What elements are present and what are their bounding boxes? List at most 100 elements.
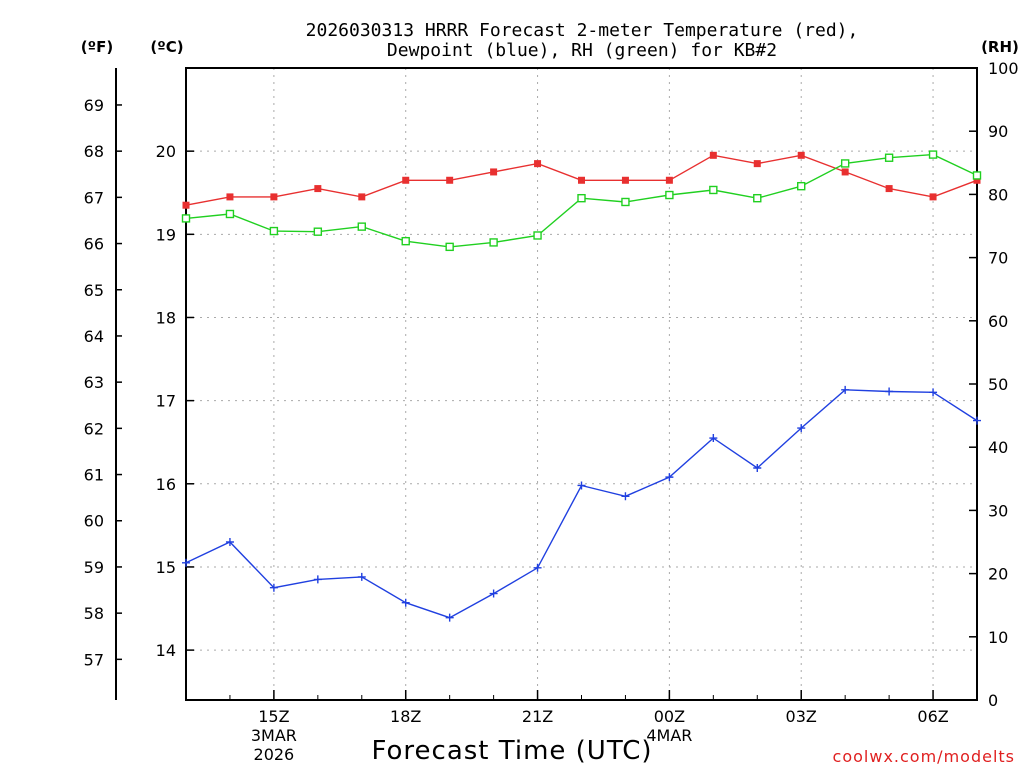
celsius-tick-label: 18 (156, 308, 176, 327)
rh-point (445, 242, 454, 252)
temperature-point (490, 168, 498, 176)
fahrenheit-tick-label: 64 (84, 327, 104, 346)
rh-tick-label: 40 (988, 438, 1008, 457)
celsius-axis: 14 15 16 17 18 19 20 (156, 142, 194, 660)
rh-tick-label: 100 (988, 59, 1019, 78)
celsius-tick-label: 16 (156, 475, 176, 494)
time-tick-label: 21Z (522, 707, 553, 726)
dewpoint-point (533, 563, 542, 572)
dewpoint-point (709, 434, 718, 443)
dewpoint-point (357, 572, 366, 581)
temperature-point (314, 185, 322, 193)
fahrenheit-axis: 57 58 59 60 61 62 63 64 65 66 67 68 69 (84, 96, 122, 669)
fahrenheit-tick-label: 58 (84, 604, 104, 623)
dewpoint-point (665, 473, 674, 482)
series-layer (181, 150, 982, 622)
fahrenheit-tick-label: 60 (84, 512, 104, 531)
rh-point (753, 193, 762, 203)
date-label: 4MAR (646, 726, 692, 745)
dewpoint-series (182, 385, 981, 622)
rh-point (313, 227, 323, 236)
dewpoint-point (489, 589, 498, 598)
rh-point (840, 159, 850, 168)
celsius-tick-label: 15 (156, 558, 176, 577)
temperature-point (973, 176, 981, 184)
time-tick-label: 06Z (917, 707, 948, 726)
dewpoint-line (185, 389, 978, 619)
dewpoint-point (313, 575, 322, 584)
time-tick-label: 15Z (258, 707, 289, 726)
rh-point (928, 150, 938, 159)
temperature-point (885, 185, 893, 193)
dewpoint-point (621, 492, 630, 501)
fahrenheit-tick-label: 61 (84, 466, 104, 485)
fahrenheit-tick-label: 68 (84, 142, 104, 161)
temperature-point (929, 193, 937, 201)
rh-point (577, 193, 586, 203)
fahrenheit-tick-label: 65 (84, 281, 104, 300)
temperature-point (753, 160, 761, 168)
temperature-point (402, 176, 410, 184)
rh-tick-label: 70 (988, 249, 1008, 268)
rh-series (181, 150, 982, 252)
celsius-tick-label: 17 (156, 392, 176, 411)
time-tick-label: 03Z (786, 707, 817, 726)
dewpoint-point (225, 538, 234, 546)
rh-tick-label: 80 (988, 185, 1008, 204)
dewpoint-point (885, 387, 894, 396)
fahrenheit-tick-label: 69 (84, 96, 104, 115)
rh-point (665, 190, 674, 200)
fahrenheit-tick-label: 57 (84, 650, 104, 669)
celsius-unit-label: (ºC) (150, 38, 183, 56)
fahrenheit-tick-label: 59 (84, 558, 104, 577)
rh-point (225, 209, 235, 219)
dewpoint-point (973, 416, 981, 425)
rh-unit-label: (RH) (981, 38, 1019, 56)
temperature-point (578, 176, 585, 184)
gridlines (186, 68, 977, 700)
rh-point (269, 226, 279, 236)
rh-point (884, 153, 894, 162)
dewpoint-point (401, 598, 410, 607)
plot-frame (185, 67, 978, 701)
rh-point (972, 171, 982, 180)
rh-tick-label: 0 (988, 691, 998, 710)
rh-point (357, 222, 366, 231)
rh-point (181, 214, 191, 223)
rh-point (489, 238, 498, 247)
time-tick-label: 18Z (390, 707, 421, 726)
fahrenheit-tick-label: 66 (84, 235, 104, 254)
dewpoint-point (182, 558, 190, 567)
temperature-point (270, 193, 278, 201)
rh-point (621, 197, 630, 207)
watermark: coolwx.com/modelts (833, 747, 1015, 766)
rh-tick-label: 90 (988, 122, 1008, 141)
temperature-point (358, 193, 366, 201)
rh-point (797, 181, 806, 191)
rh-tick-label: 50 (988, 375, 1008, 394)
rh-point (533, 231, 542, 240)
chart-title-line2: Dewpoint (blue), RH (green) for KB#2 (387, 40, 777, 61)
temperature-point (841, 168, 849, 176)
temperature-point (534, 160, 542, 168)
temperature-point (709, 151, 717, 159)
temperature-point (226, 193, 234, 201)
rh-axis: 0 10 20 30 40 50 60 70 80 90 100 (969, 59, 1019, 710)
rh-point (401, 236, 410, 246)
rh-tick-label: 30 (988, 501, 1008, 520)
year-label: 2026 (254, 745, 295, 764)
dewpoint-point (445, 613, 454, 622)
time-tick-label: 00Z (654, 707, 685, 726)
rh-tick-label: 60 (988, 312, 1008, 331)
rh-tick-label: 10 (988, 628, 1008, 647)
dewpoint-point (269, 583, 278, 592)
dewpoint-point (753, 463, 762, 472)
temperature-point (446, 176, 454, 184)
chart-title-line1: 2026030313 HRRR Forecast 2-meter Tempera… (306, 20, 859, 41)
dewpoint-point (797, 424, 806, 433)
fahrenheit-tick-label: 62 (84, 419, 104, 438)
date-label: 3MAR (251, 726, 297, 745)
temperature-point (182, 201, 190, 209)
x-axis-label: Forecast Time (UTC) (371, 736, 652, 766)
